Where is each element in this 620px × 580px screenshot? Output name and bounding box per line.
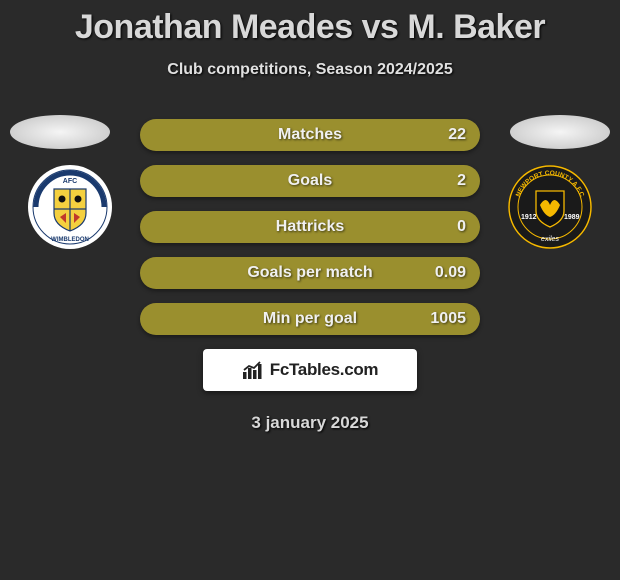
club-badge-right: NEWPORT COUNTY A.F.C 1912 1989 exiles xyxy=(508,165,592,249)
stat-label: Min per goal xyxy=(263,310,357,328)
stat-label: Hattricks xyxy=(276,218,344,236)
stat-label: Matches xyxy=(278,126,342,144)
svg-text:1989: 1989 xyxy=(564,214,580,221)
comparison-card: Jonathan Meades vs M. Baker Club competi… xyxy=(0,0,620,433)
club-badge-left: AFC WIMBLEDON xyxy=(28,165,112,249)
svg-text:exiles: exiles xyxy=(541,236,559,243)
page-title: Jonathan Meades vs M. Baker xyxy=(0,8,620,47)
svg-text:WIMBLEDON: WIMBLEDON xyxy=(51,237,89,243)
stat-rows: Matches 22 Goals 2 Hattricks 0 Goals per… xyxy=(140,119,480,335)
newport-crest-icon: NEWPORT COUNTY A.F.C 1912 1989 exiles xyxy=(508,165,592,249)
player-placeholder-left xyxy=(10,115,110,149)
stat-value: 0.09 xyxy=(435,264,466,282)
bar-chart-icon xyxy=(242,360,264,380)
stat-value: 22 xyxy=(448,126,466,144)
subtitle: Club competitions, Season 2024/2025 xyxy=(0,61,620,79)
stat-row-min-per-goal: Min per goal 1005 xyxy=(140,303,480,335)
stat-row-hattricks: Hattricks 0 xyxy=(140,211,480,243)
stat-row-goals-per-match: Goals per match 0.09 xyxy=(140,257,480,289)
player-placeholder-right xyxy=(510,115,610,149)
svg-text:AFC: AFC xyxy=(63,178,77,185)
svg-text:1912: 1912 xyxy=(521,214,537,221)
wimbledon-crest-icon: AFC WIMBLEDON xyxy=(32,169,108,245)
branding-box[interactable]: FcTables.com xyxy=(203,349,417,391)
date-label: 3 january 2025 xyxy=(0,413,620,433)
stat-row-goals: Goals 2 xyxy=(140,165,480,197)
stat-value: 0 xyxy=(457,218,466,236)
stat-value: 2 xyxy=(457,172,466,190)
main-area: AFC WIMBLEDON NEWPORT COUNTY A.F.C xyxy=(0,119,620,433)
stat-row-matches: Matches 22 xyxy=(140,119,480,151)
stat-label: Goals xyxy=(288,172,332,190)
brand-text: FcTables.com xyxy=(270,360,379,380)
stat-value: 1005 xyxy=(430,310,466,328)
stat-label: Goals per match xyxy=(247,264,372,282)
